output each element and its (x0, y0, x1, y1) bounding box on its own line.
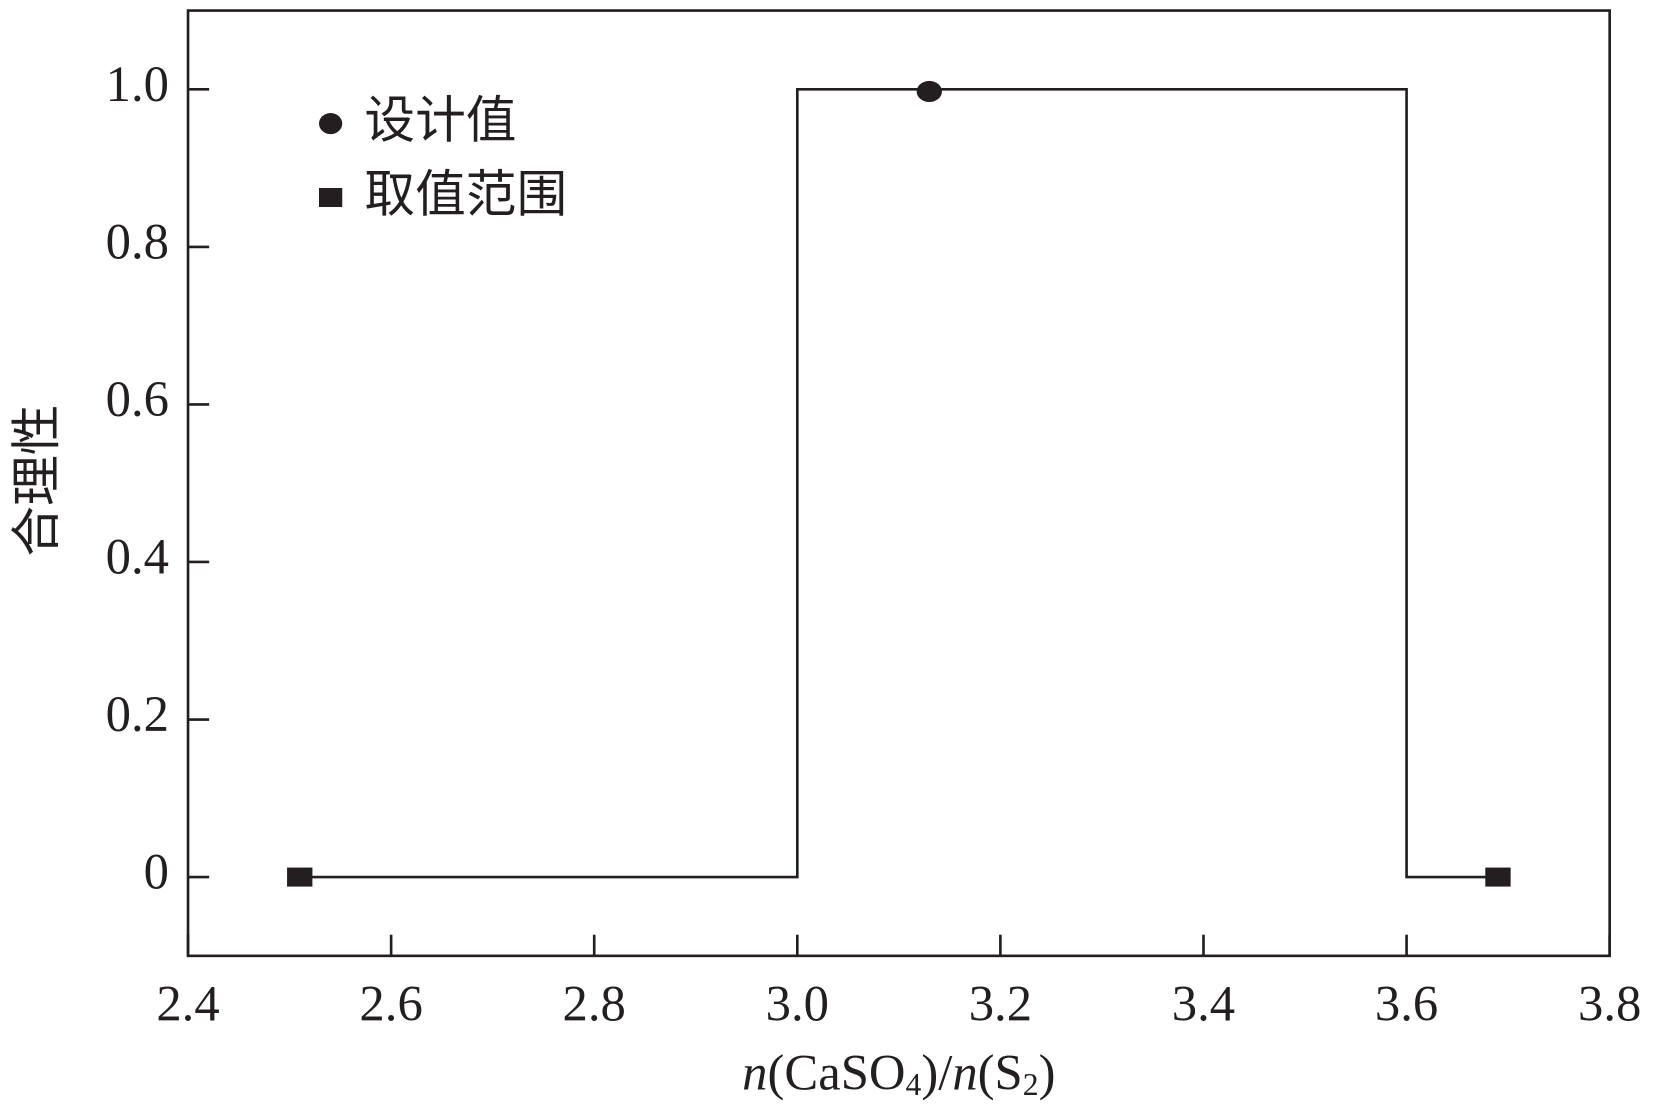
x-tick-label: 3.2 (969, 975, 1032, 1031)
legend-label: 取值范围 (364, 166, 567, 222)
legend-marker (319, 113, 343, 135)
x-tick-label: 3.4 (1172, 975, 1235, 1031)
x-tick-label: 2.8 (563, 975, 626, 1031)
y-tick-label: 0.6 (106, 371, 169, 427)
x-axis-label-part: )/ (921, 1044, 953, 1100)
y-tick-label: 0 (144, 844, 169, 900)
x-axis-label-part: n (742, 1044, 767, 1100)
y-tick-label: 0.8 (106, 214, 169, 270)
y-axis-label: 合理性 (9, 405, 65, 557)
line-series (299, 88, 1498, 879)
x-axis-label-part: (S (978, 1044, 1023, 1100)
point (916, 80, 942, 103)
x-axis-label-part: (CaSO (768, 1044, 906, 1100)
legend-label: 设计值 (364, 92, 516, 148)
x-tick-label: 2.6 (359, 975, 422, 1031)
y-tick-label: 0.4 (106, 529, 169, 585)
y-tick-label: 1.0 (106, 56, 169, 112)
x-tick-label: 3.8 (1578, 975, 1641, 1031)
point (287, 867, 313, 887)
x-axis-label-part: 2 (1023, 1067, 1039, 1102)
legend-marker (319, 188, 343, 208)
x-tick-label: 3.0 (766, 975, 829, 1031)
x-axis-label-part: ) (1039, 1044, 1056, 1100)
point (1485, 867, 1511, 887)
plot-frame (186, 9, 1611, 958)
x-axis-label-part: 4 (906, 1067, 922, 1102)
y-tick-label: 0.2 (106, 686, 169, 742)
x-tick-label: 3.6 (1375, 975, 1438, 1031)
x-tick-label: 2.4 (156, 975, 219, 1031)
x-axis-label-part: n (952, 1044, 977, 1100)
x-axis-label: n(CaSO4)/n(S2) (742, 1044, 1055, 1102)
